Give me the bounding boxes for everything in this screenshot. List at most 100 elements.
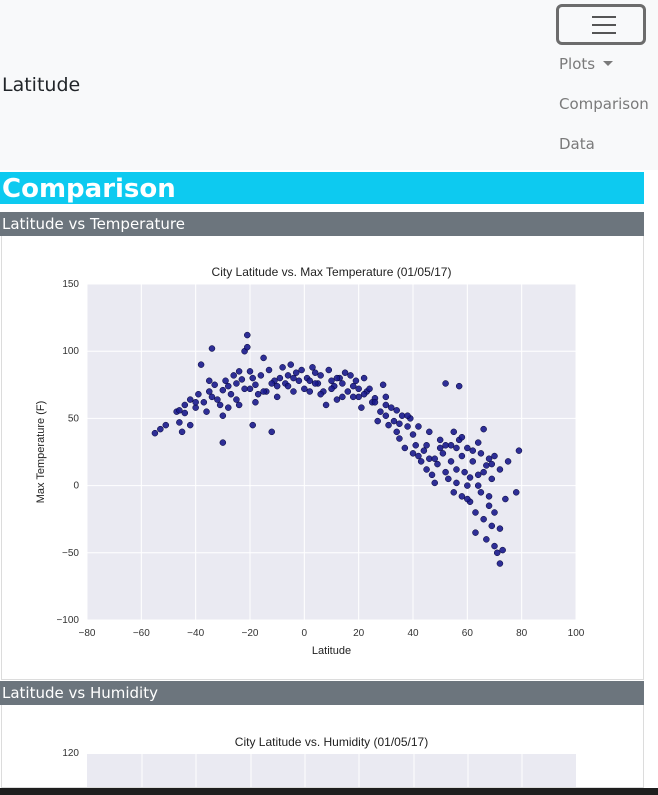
navbar-brand[interactable]: Latitude: [2, 74, 81, 96]
caret-down-icon: [603, 61, 614, 66]
navbar-toggler-button[interactable]: [556, 4, 646, 45]
data-point: [265, 366, 273, 374]
plot-background: [87, 284, 576, 620]
data-point: [311, 380, 319, 387]
data-point: [339, 393, 346, 401]
x-tick-label: 80: [516, 628, 528, 639]
data-point: [214, 396, 221, 403]
data-point: [279, 364, 286, 371]
data-point: [219, 439, 227, 446]
section-title: Latitude vs Humidity: [2, 684, 158, 702]
data-point: [219, 386, 227, 394]
data-point: [301, 385, 308, 393]
data-point: [352, 377, 360, 385]
y-tick-label: 50: [68, 413, 80, 424]
data-point: [347, 372, 354, 379]
data-point: [344, 388, 352, 395]
data-point: [396, 420, 403, 428]
temperature-scatter-chart: −80 −60 −40 −20 0 20 40 60 80 100 −100 −50 0 50 100 150…: [35, 265, 585, 657]
data-point: [393, 428, 400, 436]
section-header-humidity: Latitude vs Humidity: [0, 681, 644, 705]
data-point: [219, 412, 227, 419]
data-point: [396, 435, 403, 442]
data-point: [480, 515, 487, 523]
data-point: [206, 388, 213, 395]
data-point: [371, 399, 379, 406]
data-point: [246, 368, 254, 375]
data-point: [401, 444, 409, 452]
data-point: [477, 450, 485, 457]
data-point: [496, 466, 504, 473]
x-tick-label: −60: [133, 628, 150, 639]
data-point: [382, 393, 390, 401]
data-point: [488, 475, 496, 483]
nav-item-plots-dropdown[interactable]: Plots: [559, 55, 614, 73]
data-point: [431, 455, 438, 462]
x-tick-label: −40: [187, 628, 204, 639]
data-point: [485, 493, 493, 500]
navbar: Latitude Plots Comparison Data: [0, 0, 658, 170]
humidity-scatter-chart: City Latitude vs. Humidity (01/05/17) 120: [62, 735, 576, 787]
data-point: [496, 525, 504, 532]
data-point: [450, 489, 457, 496]
data-point: [469, 447, 477, 454]
y-axis-label: Max Temperature (F): [35, 401, 47, 504]
data-point: [445, 475, 452, 483]
data-point: [464, 495, 471, 503]
data-point: [230, 372, 237, 379]
data-point: [203, 408, 210, 415]
y-tick-label: 100: [62, 346, 79, 357]
data-point: [260, 354, 267, 362]
data-point: [404, 423, 411, 430]
page-heading-bar: Comparison: [0, 172, 644, 204]
data-point: [176, 407, 183, 414]
data-point: [222, 377, 229, 385]
data-point: [309, 364, 316, 371]
data-point: [287, 361, 294, 368]
nav-item-data[interactable]: Data: [559, 135, 595, 153]
x-tick-label: 0: [302, 628, 308, 639]
data-point: [385, 421, 392, 429]
data-point: [420, 447, 428, 454]
data-point: [480, 468, 487, 476]
data-point: [238, 376, 246, 383]
chart-title: City Latitude vs. Humidity (01/05/17): [235, 735, 428, 749]
data-point: [423, 442, 430, 449]
data-point: [474, 482, 482, 489]
data-point: [466, 474, 474, 481]
data-point: [358, 404, 365, 411]
data-point: [151, 429, 159, 437]
data-point: [426, 428, 433, 436]
data-point: [284, 382, 292, 390]
data-point: [235, 401, 243, 409]
data-point: [379, 381, 387, 389]
nav-item-comparison[interactable]: Comparison: [559, 95, 649, 113]
hamburger-menu-icon-bar: [592, 24, 616, 26]
data-point: [276, 374, 284, 382]
x-tick-label: 20: [353, 628, 365, 639]
data-point: [268, 380, 275, 387]
data-point: [244, 331, 251, 339]
data-point: [447, 458, 455, 465]
data-point: [458, 433, 466, 441]
data-point: [257, 372, 265, 379]
data-point: [200, 399, 208, 406]
data-point: [377, 408, 384, 415]
data-point: [436, 436, 444, 444]
data-point: [469, 458, 477, 465]
data-point: [249, 421, 256, 429]
data-point: [306, 377, 314, 385]
x-tick-label: 100: [568, 628, 585, 639]
data-point: [246, 385, 254, 393]
chart-title: City Latitude vs. Max Temperature (01/05…: [212, 265, 452, 279]
data-point: [195, 390, 202, 398]
data-point: [374, 417, 381, 425]
data-point: [325, 366, 333, 374]
data-point: [417, 458, 425, 465]
data-point: [458, 493, 466, 500]
data-point: [181, 409, 189, 417]
data-point: [181, 401, 189, 409]
data-point: [157, 425, 164, 433]
data-point: [208, 393, 216, 401]
data-point: [341, 369, 349, 376]
